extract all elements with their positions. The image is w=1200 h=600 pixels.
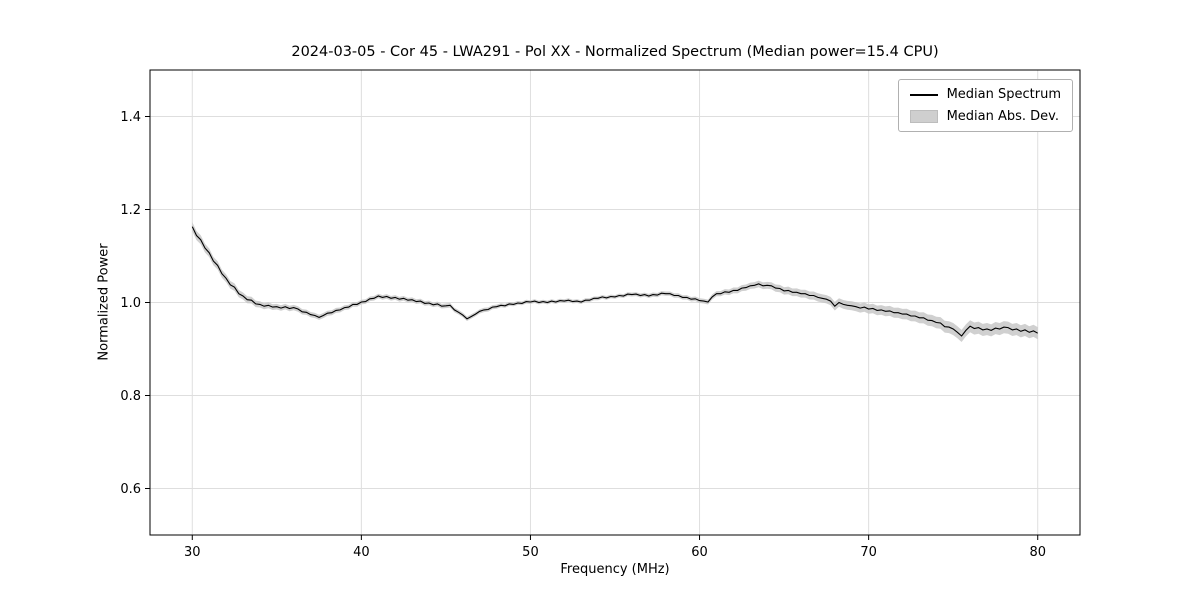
svg-text:1.0: 1.0 bbox=[120, 296, 141, 311]
y-axis-label: Normalized Power bbox=[96, 243, 112, 361]
svg-text:1.2: 1.2 bbox=[120, 203, 141, 218]
x-axis-label: Frequency (MHz) bbox=[560, 562, 670, 577]
svg-text:80: 80 bbox=[1029, 545, 1046, 560]
svg-text:0.8: 0.8 bbox=[120, 389, 141, 404]
legend-item-median-abs-dev: Median Abs. Dev. bbox=[909, 109, 1061, 124]
svg-text:70: 70 bbox=[860, 545, 877, 560]
median-abs-dev-patch-swatch bbox=[909, 110, 938, 123]
legend: Median Spectrum Median Abs. Dev. bbox=[897, 79, 1073, 132]
chart-title: 2024-03-05 - Cor 45 - LWA291 - Pol XX - … bbox=[291, 44, 939, 60]
svg-text:40: 40 bbox=[353, 545, 370, 560]
legend-label-median-abs-dev: Median Abs. Dev. bbox=[946, 109, 1060, 124]
svg-text:50: 50 bbox=[522, 545, 539, 560]
median-spectrum-line-swatch bbox=[909, 93, 938, 96]
legend-label-median-spectrum: Median Spectrum bbox=[946, 87, 1061, 102]
svg-text:0.6: 0.6 bbox=[120, 482, 141, 497]
svg-text:30: 30 bbox=[184, 545, 201, 560]
svg-text:1.4: 1.4 bbox=[120, 110, 141, 125]
legend-item-median-spectrum: Median Spectrum bbox=[909, 87, 1061, 102]
svg-text:60: 60 bbox=[691, 545, 708, 560]
